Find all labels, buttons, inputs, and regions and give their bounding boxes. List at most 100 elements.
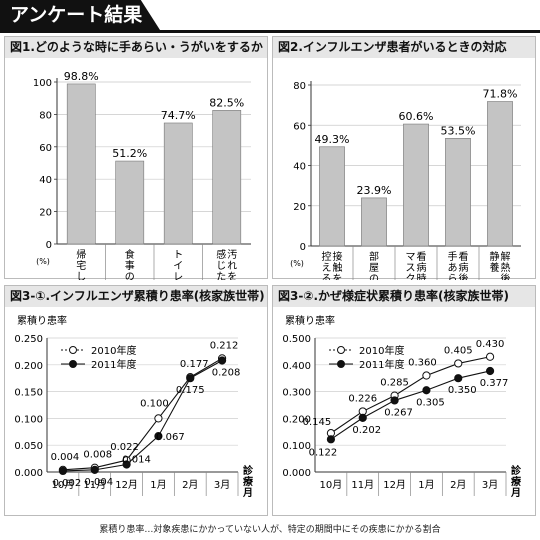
fig3-2-data-label: 0.360	[408, 358, 437, 369]
fig3-1-legend-label: 2011年度	[91, 358, 136, 371]
fig2-category-label: 看	[417, 250, 427, 263]
fig2-category-label: 屋	[369, 262, 379, 274]
fig2-category-label: 病	[459, 261, 469, 274]
fig3-2-point	[422, 371, 431, 380]
fig2-value-label: 53.5%	[441, 124, 476, 137]
fig1-category-label: た	[216, 271, 226, 280]
fig3-2-data-label: 0.285	[380, 378, 409, 389]
fig1-category-label: レ	[173, 272, 183, 280]
fig3-2-point	[454, 359, 463, 368]
fig3-2-point	[485, 352, 495, 361]
fig3-1-ytick-label: 0.150	[14, 388, 43, 399]
fig3-1-data-label: 0.014	[122, 454, 151, 465]
fig3-2-data-label: 0.145	[303, 417, 332, 428]
fig1-category-label: 帰	[76, 248, 86, 261]
fig3-1-ylabel: 累積り患率	[17, 314, 67, 327]
fig3-1-ytick-label: 0.050	[14, 441, 43, 452]
fig1-value-label: 74.7%	[161, 109, 196, 122]
fig2-ytick-label: 0	[300, 242, 306, 253]
fig3-1-data-label: 0.008	[83, 450, 112, 461]
fig3-2-data-label: 0.267	[384, 407, 413, 418]
page-title: アンケート結果	[0, 0, 160, 30]
fig2-bar	[361, 197, 387, 247]
fig2-title: 図2.インフルエンザ患者がいるときの対応	[273, 37, 535, 58]
fig3-2-ytick-label: 0.200	[282, 414, 311, 425]
fig3-2-data-label: 0.350	[448, 385, 477, 396]
fig1-bar	[212, 110, 242, 245]
fig3-2-data-label: 0.122	[309, 447, 338, 458]
fig3-1-point	[186, 374, 195, 383]
fig2-category-label: 後	[501, 272, 511, 280]
fig1-bar	[66, 83, 96, 245]
fig3-1-x-tick-label: 2月	[182, 479, 198, 491]
fig2-category-label: え	[322, 262, 332, 274]
fig3-1-panel: 図3-①.インフルエンザ累積り患率(核家族世帯) 累積り患率 0.000 0.050…	[4, 285, 268, 516]
fig1-category-label: し	[76, 271, 86, 280]
fig1-ytick-label: 20	[39, 208, 52, 219]
fig2-category-label: 控	[322, 250, 332, 263]
fig3-1-ytick-label: 0.250	[14, 334, 43, 345]
fig2-category-label: る	[322, 273, 332, 280]
fig3-2-legend-label: 2010年度	[359, 344, 404, 357]
fig3-1-data-label: 0.067	[156, 432, 185, 443]
fig3-2-panel: 図3-②.かぜ様症状累積り患率(核家族世帯) 累積り患率 0.000 0.100 0.…	[272, 285, 536, 516]
fig1-category-label: れ	[227, 260, 237, 272]
fig1-ytick-label: 80	[39, 110, 52, 121]
fig1-category-label: の	[125, 272, 135, 280]
fig3-1-x-tick-label: 3月	[214, 479, 230, 491]
fig3-1-x-tick-label: 10月	[52, 479, 75, 491]
fig3-1-chart: 累積り患率 0.000 0.050 0.100 0.150 0.200 0.250 10月 11…	[14, 314, 254, 499]
fig3-2-x-tick-label: 12月	[383, 479, 406, 491]
fig3-1-data-label: 0.004	[51, 452, 80, 463]
fig3-2-xlabel: 診	[511, 464, 522, 477]
fig3-2-xlabel: 療	[511, 475, 521, 488]
fig1-value-label: 98.8%	[64, 70, 99, 83]
fig1-value-label: 82.5%	[209, 96, 244, 109]
fig3-2-series-line-1	[330, 356, 491, 434]
fig3-2-data-label: 0.202	[352, 425, 381, 436]
fig1-category-label: を	[227, 271, 237, 280]
fig3-1-point	[122, 460, 131, 469]
fig1-category-label: じ	[216, 260, 226, 272]
fig1-category-label: ト	[173, 250, 183, 261]
fig3-1-data-label: 0.002	[53, 478, 82, 489]
fig1-category-label: 宅	[76, 259, 86, 272]
fig3-1-point	[58, 466, 68, 476]
fig3-1-xlabel: 療	[243, 475, 253, 488]
fig3-2-point	[390, 396, 399, 405]
fig2-chart: 020406080(%)49.3%接触を控える23.9%部屋の換気60.6%看病…	[290, 81, 521, 280]
fig2-category-label: の	[369, 274, 379, 280]
fig3-2-x-tick-label: 10月	[320, 479, 343, 491]
fig3-2-data-label: 0.377	[480, 378, 509, 389]
fig2-category-label: 看	[459, 250, 469, 263]
fig3-1-ytick-label: 0.100	[14, 414, 43, 425]
fig1-unit-label: (%)	[36, 257, 50, 266]
fig3-1-point	[154, 431, 163, 441]
fig3-2-xlabel: 月	[510, 487, 521, 499]
fig3-1-point	[217, 356, 227, 365]
fig1-panel: 図1.どのような時に手あらい・うがいをするか 0 20 40 60 80 100 (%) 98…	[4, 36, 268, 280]
fig3-1-data-label: 0.208	[212, 368, 241, 379]
footnote: 累積り患率…対象疾患にかかっていない人が、特定の期間中にその疾患にかかる割合	[99, 525, 441, 535]
fig3-1-xlabel: 月	[242, 487, 253, 499]
fig3-2-point	[485, 366, 495, 376]
fig2-bar	[445, 138, 471, 247]
fig2-ytick-label: 60	[293, 121, 306, 132]
fig3-2-ylabel: 累積り患率	[285, 314, 335, 327]
fig3-2-x-tick-label: 1月	[418, 479, 434, 491]
fig1-ytick-label: 100	[33, 78, 52, 89]
fig3-1-legend-marker	[69, 346, 77, 354]
fig3-2-series-line-2	[330, 370, 491, 440]
fig3-2-legend-label: 2011年度	[359, 358, 404, 371]
fig3-2-legend-marker	[337, 346, 345, 354]
fig1-category-label: 食	[125, 248, 135, 261]
fig3-2-ytick-label: 0.400	[282, 361, 311, 372]
fig3-2-point	[358, 413, 367, 422]
fig2-panel: 図2.インフルエンザ患者がいるときの対応 0 20 40 60 80 (%) 49.3% 接触…	[272, 36, 536, 280]
fig3-1-point	[154, 414, 163, 423]
fig1-category-label: 事	[125, 259, 135, 272]
fig2-unit-label: (%)	[290, 259, 304, 268]
fig3-1-x-tick-label: 12月	[115, 479, 138, 491]
fig3-2-ytick-label: 0.300	[282, 388, 311, 399]
fig3-1-data-label: 0.175	[176, 385, 205, 396]
